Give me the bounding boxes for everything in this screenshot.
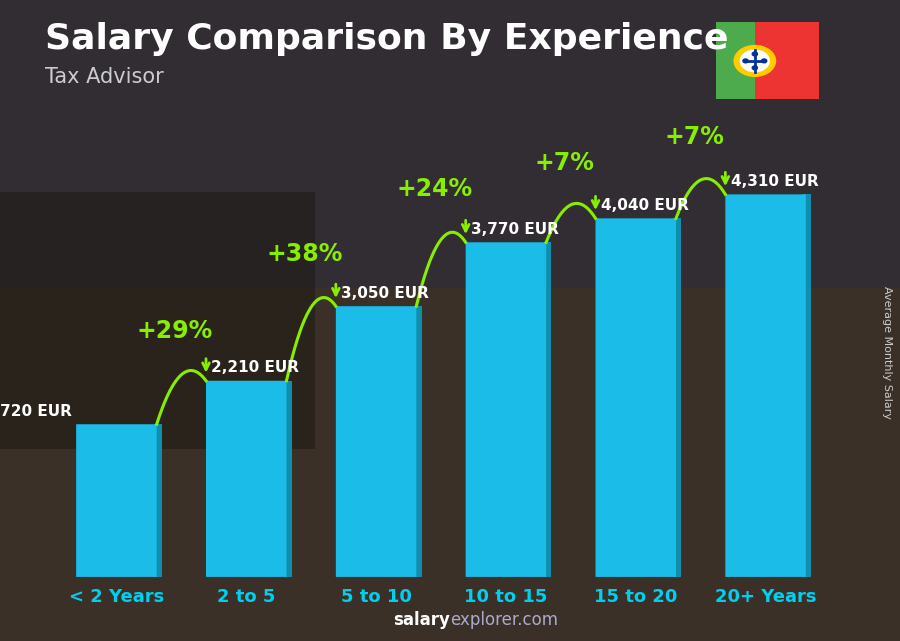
Text: 3,770 EUR: 3,770 EUR — [471, 222, 559, 237]
Text: +7%: +7% — [535, 151, 594, 175]
FancyArrowPatch shape — [722, 172, 729, 183]
Circle shape — [752, 52, 758, 56]
Text: salary: salary — [393, 612, 450, 629]
Bar — [673, 219, 681, 577]
FancyBboxPatch shape — [465, 242, 546, 577]
Text: Tax Advisor: Tax Advisor — [45, 67, 164, 87]
Text: +29%: +29% — [137, 319, 213, 342]
Text: +38%: +38% — [266, 242, 343, 266]
FancyArrowPatch shape — [202, 359, 210, 370]
Circle shape — [752, 66, 758, 70]
Text: Salary Comparison By Experience: Salary Comparison By Experience — [45, 22, 728, 56]
Text: 1,720 EUR: 1,720 EUR — [0, 404, 72, 419]
FancyArrowPatch shape — [592, 196, 598, 207]
Circle shape — [742, 59, 748, 63]
Text: 4,040 EUR: 4,040 EUR — [600, 198, 688, 213]
Text: Average Monthly Salary: Average Monthly Salary — [881, 286, 892, 419]
Circle shape — [734, 46, 776, 76]
Bar — [154, 424, 162, 577]
Bar — [0, 0, 900, 288]
Bar — [716, 22, 755, 99]
Text: +7%: +7% — [664, 125, 725, 149]
Bar — [414, 306, 421, 577]
FancyArrowPatch shape — [332, 284, 339, 295]
Text: 2,210 EUR: 2,210 EUR — [212, 360, 299, 376]
Text: +24%: +24% — [396, 176, 472, 201]
FancyBboxPatch shape — [725, 194, 806, 577]
Bar — [803, 194, 811, 577]
FancyBboxPatch shape — [206, 381, 286, 577]
Bar — [284, 381, 292, 577]
FancyArrowPatch shape — [463, 221, 469, 231]
Text: 4,310 EUR: 4,310 EUR — [731, 174, 818, 189]
Text: explorer.com: explorer.com — [450, 612, 558, 629]
Circle shape — [761, 59, 767, 63]
Circle shape — [741, 50, 770, 72]
FancyBboxPatch shape — [76, 424, 157, 577]
Bar — [544, 242, 552, 577]
FancyBboxPatch shape — [596, 219, 676, 577]
FancyBboxPatch shape — [336, 306, 417, 577]
Bar — [755, 22, 819, 99]
Bar — [0, 192, 315, 449]
Text: 3,050 EUR: 3,050 EUR — [341, 286, 429, 301]
